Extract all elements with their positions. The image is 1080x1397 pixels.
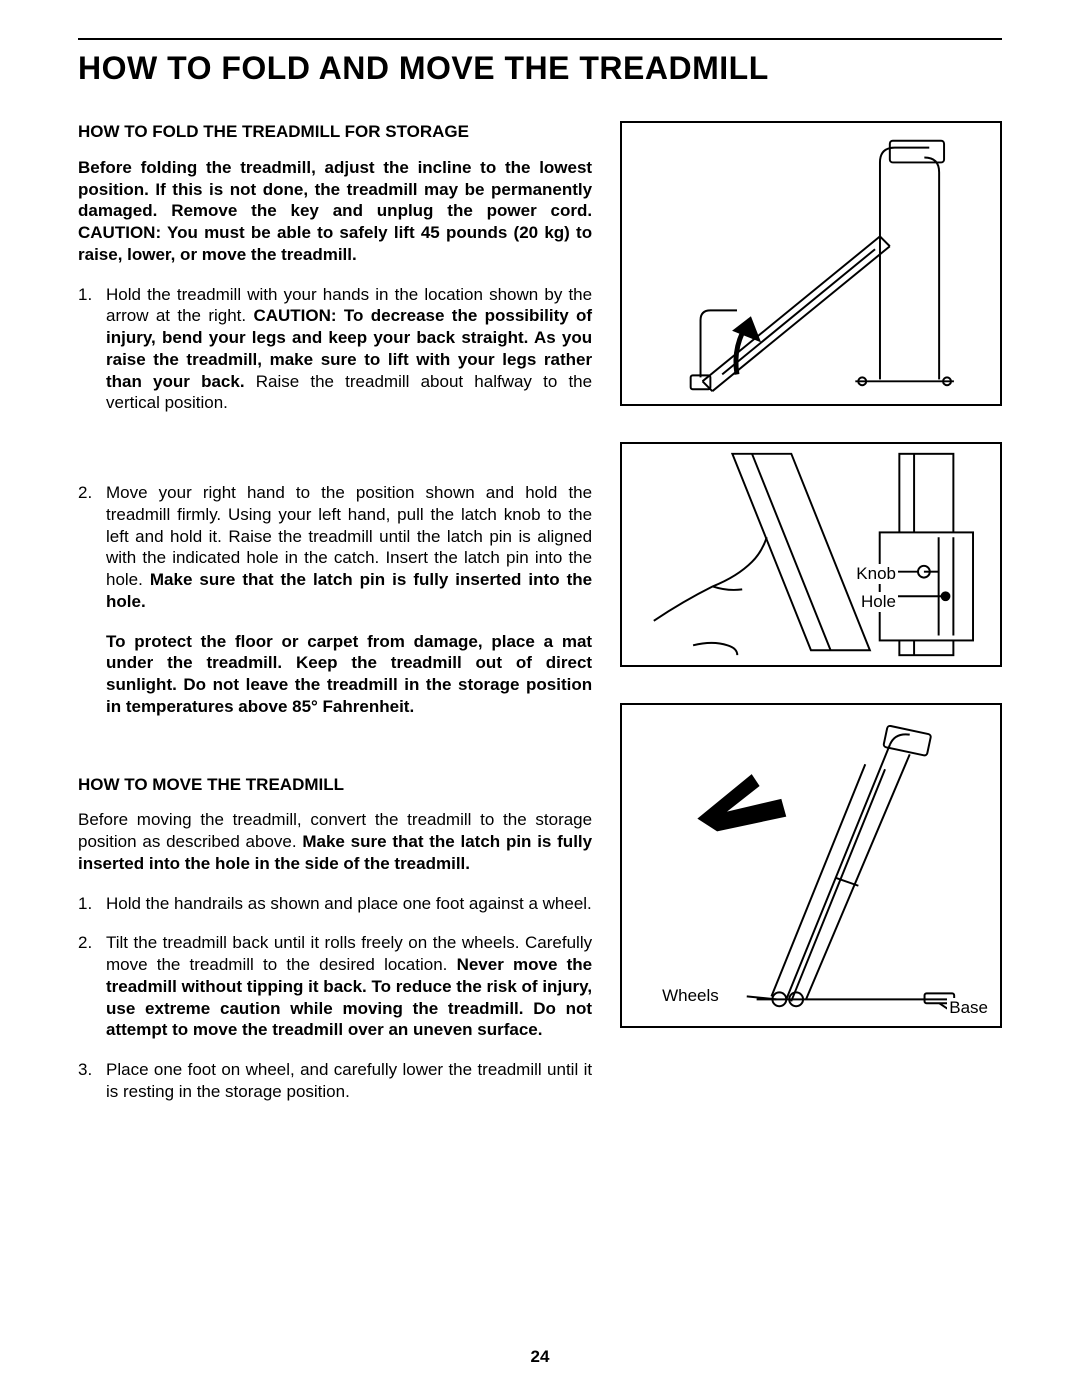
- latch-detail-icon: [622, 444, 1000, 665]
- step-number: 3.: [78, 1059, 92, 1081]
- step-number: 1.: [78, 284, 92, 306]
- treadmill-raise-icon: [622, 123, 1000, 404]
- move-step-2: 2. Tilt the treadmill back until it roll…: [78, 932, 592, 1041]
- move-heading: HOW TO MOVE THE TREADMILL: [78, 774, 592, 796]
- page-title: HOW TO FOLD AND MOVE THE TREADMILL: [78, 50, 1002, 87]
- right-column: Knob Hole: [620, 121, 1002, 1131]
- step-text-bold: Make sure that the latch pin is fully in…: [106, 570, 592, 611]
- figure-1: [620, 121, 1002, 406]
- fold-intro: Before folding the treadmill, adjust the…: [78, 157, 592, 266]
- fig3-label-base: Base: [947, 998, 990, 1018]
- fold-step2-sub: To protect the floor or carpet from dama…: [106, 631, 592, 718]
- fold-steps-2: 2. Move your right hand to the position …: [78, 482, 592, 718]
- page-number: 24: [0, 1347, 1080, 1367]
- move-step-1: 1. Hold the handrails as shown and place…: [78, 893, 592, 915]
- figure-3: Wheels Base: [620, 703, 1002, 1028]
- step-number: 2.: [78, 482, 92, 504]
- move-intro: Before moving the treadmill, convert the…: [78, 809, 592, 874]
- move-step-3: 3. Place one foot on wheel, and carefull…: [78, 1059, 592, 1103]
- fold-step-1: 1. Hold the treadmill with your hands in…: [78, 284, 592, 415]
- top-rule: [78, 38, 1002, 40]
- figure-2: Knob Hole: [620, 442, 1002, 667]
- fold-steps: 1. Hold the treadmill with your hands in…: [78, 284, 592, 415]
- fig2-label-knob: Knob: [854, 564, 898, 584]
- step-text: Place one foot on wheel, and carefully l…: [106, 1060, 592, 1101]
- fig3-label-wheels: Wheels: [660, 986, 721, 1006]
- step-number: 1.: [78, 893, 92, 915]
- treadmill-move-icon: [622, 705, 1000, 1026]
- fig2-label-hole: Hole: [859, 592, 898, 612]
- fold-step-2: 2. Move your right hand to the position …: [78, 482, 592, 718]
- left-column: HOW TO FOLD THE TREADMILL FOR STORAGE Be…: [78, 121, 592, 1131]
- fold-heading: HOW TO FOLD THE TREADMILL FOR STORAGE: [78, 121, 592, 143]
- content-columns: HOW TO FOLD THE TREADMILL FOR STORAGE Be…: [78, 121, 1002, 1131]
- step-number: 2.: [78, 932, 92, 954]
- move-steps: 1. Hold the handrails as shown and place…: [78, 893, 592, 1103]
- step-text: Hold the handrails as shown and place on…: [106, 894, 592, 913]
